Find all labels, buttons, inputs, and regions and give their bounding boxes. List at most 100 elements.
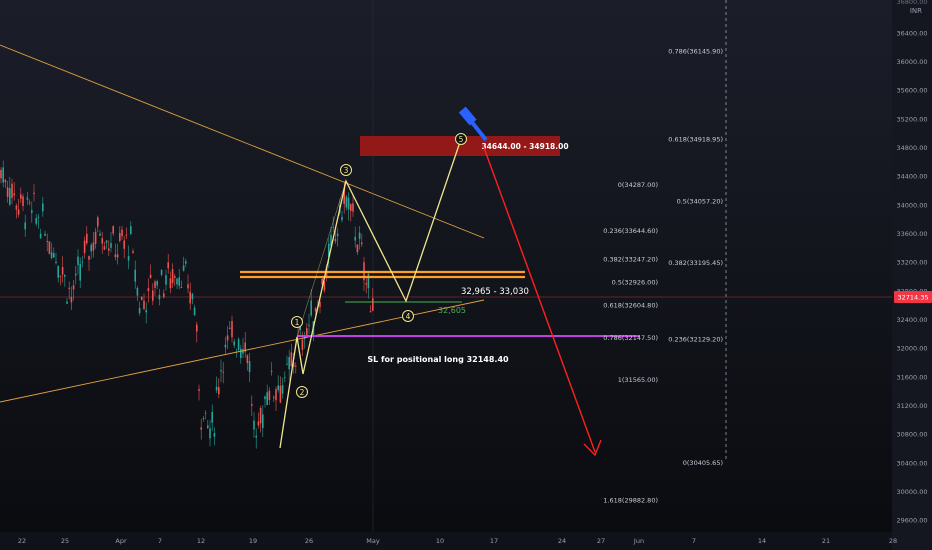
candle-body — [182, 265, 185, 271]
candle-body — [198, 389, 200, 391]
candle-body — [253, 420, 255, 430]
candle-body — [15, 205, 18, 210]
candle-body — [132, 251, 134, 254]
fib-left-label: 0.236(33644.60) — [603, 227, 658, 235]
candle-body — [121, 229, 123, 237]
y-tick-label: 33600.00 — [896, 230, 927, 238]
candle-body — [336, 233, 339, 237]
candle-body — [97, 217, 99, 227]
wave-label: 2 — [300, 388, 305, 397]
candle-body — [61, 266, 64, 275]
candle-body — [72, 285, 75, 290]
candle-body — [101, 238, 103, 244]
wave-label: 5 — [459, 135, 464, 144]
candle-body — [114, 254, 117, 258]
projection-arrow-line — [482, 144, 596, 453]
x-tick-label: 17 — [490, 537, 498, 545]
candle-body — [37, 216, 40, 218]
candle-body — [246, 355, 249, 364]
candle-body — [77, 256, 79, 265]
time-axis-background — [0, 532, 892, 550]
candle-body — [275, 389, 277, 401]
candle-body — [147, 288, 150, 292]
wave-label-circle — [402, 310, 414, 322]
candle-body — [330, 234, 332, 246]
upper-trendline — [0, 44, 485, 239]
candle-body — [191, 293, 194, 300]
candle-body — [167, 262, 169, 269]
y-tick-label: 34800.00 — [896, 144, 927, 152]
candle-body — [306, 328, 308, 335]
candle-body — [224, 344, 227, 348]
candle-body — [369, 311, 372, 313]
candle-body — [310, 300, 312, 316]
candle-body — [231, 321, 233, 338]
candle-body — [200, 427, 202, 430]
candle-body — [332, 227, 334, 228]
candle-body — [28, 202, 31, 204]
candle-body — [68, 287, 70, 289]
candle-body — [88, 255, 90, 260]
y-tick-label: 30800.00 — [896, 431, 927, 439]
candle-body — [92, 242, 95, 251]
candle-body — [334, 238, 337, 242]
candle-body — [138, 307, 141, 314]
candle-body — [141, 297, 143, 301]
candle-body — [149, 274, 152, 279]
x-tick-label: May — [366, 537, 380, 545]
candle-body — [308, 324, 310, 326]
fib-left-label: 0.786(32147.50) — [603, 334, 658, 342]
candle-body — [116, 254, 119, 258]
candle-body — [180, 286, 183, 288]
wave-label-circle — [455, 133, 467, 145]
y-tick-label: 36400.00 — [896, 29, 927, 37]
x-tick-label: 22 — [18, 537, 26, 545]
candle-body — [4, 179, 7, 183]
x-tick-label: Jun — [633, 537, 644, 545]
y-tick-label: 31600.00 — [896, 373, 927, 381]
candle-body — [86, 233, 88, 244]
green-level-label: 32,605 — [438, 306, 466, 315]
candle-body — [83, 240, 86, 254]
candle-body — [268, 390, 271, 401]
y-tick-label: 35600.00 — [896, 87, 927, 95]
candle-body — [134, 269, 136, 282]
candle-body — [13, 193, 15, 196]
candle-body — [273, 397, 275, 399]
candle-body — [152, 290, 154, 301]
candle-body — [347, 197, 350, 210]
fib-left-label: 0(34287.00) — [618, 181, 658, 189]
range-label: 32,965 - 33,030 — [461, 287, 529, 297]
candle-body — [341, 216, 343, 221]
candle-body — [136, 287, 139, 296]
candle-body — [367, 273, 370, 289]
candle-body — [178, 277, 180, 286]
candle-body — [2, 167, 4, 183]
candle-body — [53, 253, 55, 258]
fib-left-label: 1(31565.00) — [618, 376, 658, 384]
fib-left-label: 1.618(29882.80) — [603, 496, 658, 504]
candle-body — [358, 232, 361, 239]
candle-body — [372, 298, 374, 311]
sl-label: SL for positional long 32148.40 — [367, 355, 509, 364]
candle-body — [323, 281, 326, 291]
candle-body — [39, 233, 42, 238]
candle-body — [24, 222, 26, 230]
candle-body — [251, 404, 253, 406]
candle-body — [176, 278, 178, 285]
candle-body — [218, 387, 220, 395]
candle-body — [215, 386, 218, 391]
fib-right-label: 0.382(33195.45) — [668, 259, 723, 267]
fib-right-label: 0(30405.65) — [683, 459, 723, 467]
candle-body — [154, 281, 156, 288]
candle-body — [165, 275, 167, 285]
candle-body — [169, 278, 172, 289]
candle-body — [127, 256, 130, 261]
x-tick-label: 21 — [822, 537, 830, 545]
candle-body — [0, 169, 2, 179]
candle-body — [277, 385, 279, 391]
candle-body — [264, 396, 266, 400]
candle-body — [66, 301, 68, 304]
